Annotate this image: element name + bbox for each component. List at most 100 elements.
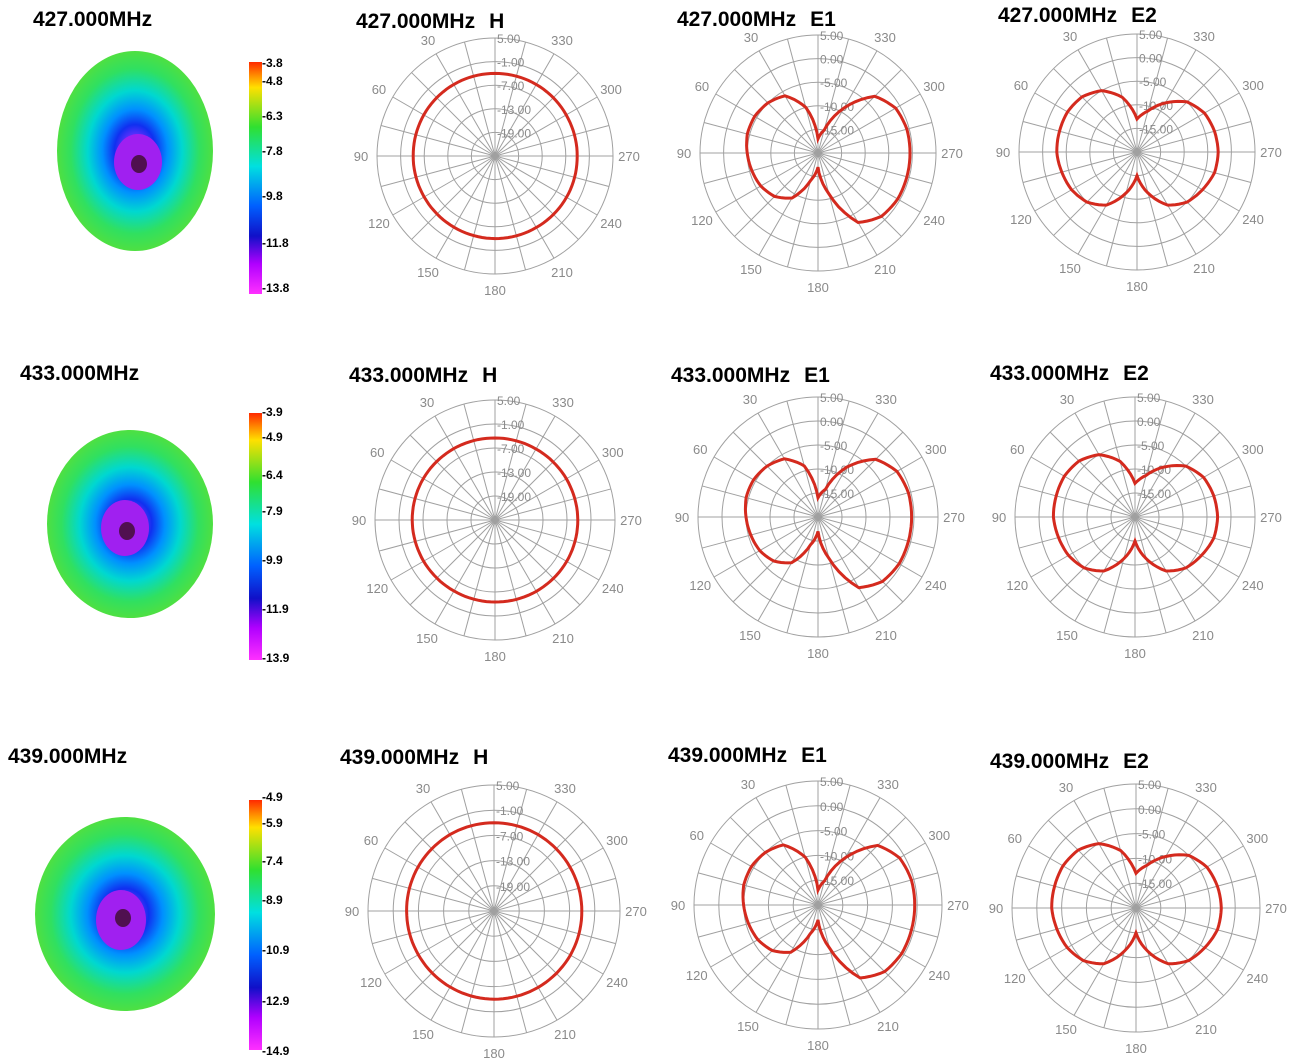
polar-spoke xyxy=(411,155,496,240)
polar-spoke xyxy=(463,403,496,521)
polar-spoke xyxy=(817,904,938,938)
radial-tick-label: 0.00 xyxy=(820,415,844,429)
polar-spoke xyxy=(786,152,819,268)
angle-tick-label: 240 xyxy=(1242,578,1264,593)
polar-spoke xyxy=(1135,907,1169,1028)
angle-tick-label: 300 xyxy=(606,833,628,848)
angle-tick-label: 210 xyxy=(551,265,573,280)
polar-spoke xyxy=(785,785,819,906)
polar-spoke xyxy=(1103,516,1136,634)
angle-tick-label: 150 xyxy=(739,628,761,643)
polar-spoke xyxy=(494,488,612,521)
polar-spoke xyxy=(1135,819,1225,909)
radial-tick-label: -10.00 xyxy=(820,849,854,863)
polar-spoke xyxy=(1136,151,1252,184)
radial-tick-label: -7.00 xyxy=(497,79,525,93)
angle-tick-label: 120 xyxy=(1006,578,1028,593)
polar-spoke xyxy=(1022,120,1138,153)
polar-spoke xyxy=(817,50,878,154)
angle-tick-label: 210 xyxy=(1193,261,1215,276)
polar-spoke xyxy=(494,155,579,240)
polar-spoke xyxy=(1134,412,1196,518)
polar-spoke xyxy=(494,415,556,521)
polar-spoke xyxy=(729,816,819,906)
angle-tick-label: 300 xyxy=(1242,78,1264,93)
polar-spoke xyxy=(409,519,496,606)
polar-spoke xyxy=(1034,92,1138,153)
polar-spoke xyxy=(493,801,558,912)
angle-tick-label: 60 xyxy=(695,79,709,94)
polar-spoke xyxy=(698,904,819,938)
polar-spoke xyxy=(434,519,496,625)
angle-tick-label: 240 xyxy=(928,968,950,983)
polar-spoke xyxy=(817,93,921,154)
colorbar-tick: -13.9 xyxy=(262,651,290,665)
polar-spoke xyxy=(1136,151,1221,236)
pattern-curve xyxy=(741,843,917,980)
polar-spoke xyxy=(430,910,495,1021)
polar-spoke xyxy=(785,904,819,1025)
angle-tick-label: 330 xyxy=(552,395,574,410)
polar-spoke xyxy=(715,93,819,154)
polar-spoke xyxy=(817,516,850,634)
polar-spoke xyxy=(713,516,819,578)
polar-spoke xyxy=(378,519,496,552)
angle-tick-label: 150 xyxy=(412,1027,434,1042)
polar-spoke xyxy=(494,519,600,581)
polar-spoke xyxy=(392,96,496,157)
pattern-curve xyxy=(1055,89,1220,207)
polar-spoke xyxy=(1134,516,1240,578)
radial-tick-label: -5.00 xyxy=(820,76,848,90)
colorbar-tick: -6.4 xyxy=(262,468,283,482)
polar-spoke xyxy=(494,459,600,521)
angle-tick-label: 180 xyxy=(483,1046,505,1061)
angle-tick-label: 270 xyxy=(941,146,963,161)
pattern-curve xyxy=(405,821,584,1001)
polar-spoke xyxy=(1105,151,1138,267)
radial-tick-label: 0.00 xyxy=(1137,415,1161,429)
polar-spoke xyxy=(1018,485,1136,518)
polar-spoke xyxy=(1134,516,1167,634)
radial-tick-label: 5.00 xyxy=(1138,778,1162,792)
angle-tick-label: 120 xyxy=(691,213,713,228)
polar-spoke xyxy=(1074,412,1136,518)
radial-tick-label: 0.00 xyxy=(820,53,844,67)
polar-spoke xyxy=(817,69,902,154)
angle-tick-label: 60 xyxy=(364,833,378,848)
angle-tick-label: 150 xyxy=(737,1019,759,1034)
polar-spoke xyxy=(1136,92,1240,153)
polar-spoke xyxy=(463,41,496,157)
row2-e2-title: 433.000MHz E2 xyxy=(990,362,1149,385)
angle-tick-label: 270 xyxy=(625,904,647,919)
angle-tick-label: 270 xyxy=(618,149,640,164)
polar-spoke xyxy=(1034,151,1138,212)
polar-spoke xyxy=(494,155,555,259)
polar-spoke xyxy=(390,459,496,521)
radial-tick-label: 5.00 xyxy=(820,775,844,789)
radial-tick-label: -7.00 xyxy=(497,442,525,456)
polar-spoke xyxy=(703,121,819,154)
radial-tick-label: -5.00 xyxy=(1138,828,1166,842)
polar-spoke xyxy=(1073,800,1137,909)
angle-tick-label: 180 xyxy=(484,649,506,664)
polar-spoke xyxy=(494,519,556,625)
angle-tick-label: 150 xyxy=(417,265,439,280)
row3-frequency-label: 439.000MHz xyxy=(8,745,128,768)
colorbar-tick: -3.8 xyxy=(262,56,283,70)
polar-spoke xyxy=(817,38,850,154)
polar-spoke xyxy=(390,519,496,581)
radial-tick-label: -15.00 xyxy=(820,874,854,888)
polar-spoke xyxy=(1103,907,1137,1028)
angle-tick-label: 270 xyxy=(1260,145,1282,160)
polar-spoke xyxy=(757,516,819,622)
polar-spoke xyxy=(1073,907,1137,1016)
polar-spoke xyxy=(817,400,850,518)
angle-tick-label: 60 xyxy=(693,442,707,457)
angle-tick-label: 180 xyxy=(484,283,506,298)
polar-spoke xyxy=(758,152,819,256)
angle-tick-label: 120 xyxy=(366,581,388,596)
angle-tick-label: 270 xyxy=(947,898,969,913)
angle-tick-label: 60 xyxy=(690,828,704,843)
polar-spoke xyxy=(710,842,819,906)
